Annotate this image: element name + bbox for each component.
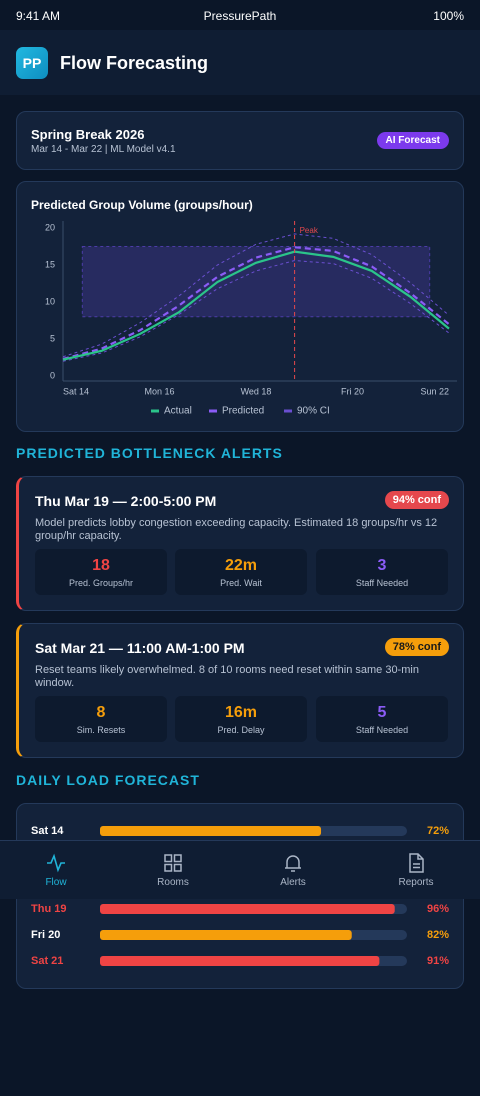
bar <box>100 904 395 914</box>
day-label: Sat 21 <box>31 955 63 967</box>
y-tick-label: 20 <box>45 222 55 232</box>
icon <box>47 853 65 873</box>
event-subtitle: Mar 14 - Mar 22 | ML Model v4.1 <box>31 144 176 155</box>
x-tick-label: Sun 22 <box>420 386 449 396</box>
alert-description: Model predicts lobby congestion exceedin… <box>35 517 438 542</box>
day-label: Thu 19 <box>31 903 66 915</box>
y-tick-label: 10 <box>45 296 55 306</box>
line <box>62 250 450 361</box>
icon <box>285 855 301 872</box>
x-tick-label: Sat 14 <box>63 386 89 396</box>
line <box>62 233 450 358</box>
legend-label: Predicted <box>222 406 264 417</box>
stat: 5 Staff Needed <box>316 696 448 742</box>
stat: 3 Staff Needed <box>316 549 448 595</box>
alert-title: Sat Mar 21 — 11:00 AM-1:00 PM <box>35 640 245 656</box>
nav-label: Rooms <box>157 877 189 888</box>
nav-item[interactable]: Reports <box>356 841 476 899</box>
stat: 22m Pred. Wait <box>175 549 307 595</box>
x-tick-label: Fri 20 <box>341 386 364 396</box>
event-card: Spring Break 2026 Mar 14 - Mar 22 | ML M… <box>16 111 464 170</box>
x-tick-label: Mon 16 <box>144 386 174 396</box>
value-label: 96% <box>427 903 449 915</box>
chart-card: Predicted Group Volume (groups/hour) 0 5 1… <box>16 181 464 432</box>
section-title: DAILY LOAD FORECAST <box>16 772 200 788</box>
ai-badge: AI Forecast <box>376 132 449 149</box>
y-tick-label: 5 <box>50 333 55 343</box>
status-bar: 9:41 AM PressurePath 100% <box>0 0 480 30</box>
page-title: Flow Forecasting <box>60 53 209 73</box>
alert-description: Reset teams likely overwhelmed. 8 of 10 … <box>35 664 419 689</box>
stat: 18 Pred. Groups/hr <box>35 549 167 595</box>
icon <box>409 853 424 873</box>
x-tick-label: Wed 18 <box>241 386 272 396</box>
stat-value: 8 <box>96 704 106 721</box>
value-label: 72% <box>427 825 449 837</box>
peak-label: Peak <box>300 226 319 235</box>
day-label: Fri 20 <box>31 929 60 941</box>
nav-label: Flow <box>45 877 67 888</box>
confidence-badge: 78% conf <box>384 638 449 656</box>
alert-card: Sat Mar 21 — 11:00 AM-1:00 PM 78% conf R… <box>16 623 464 758</box>
stat-label: Staff Needed <box>355 725 409 735</box>
confidence-badge: 94% conf <box>384 491 449 509</box>
bar <box>100 930 352 940</box>
bar <box>100 956 380 966</box>
stat-value: 3 <box>377 557 387 574</box>
legend-label: Actual <box>164 406 192 417</box>
bottom-nav: Flow Rooms Alerts Reports <box>0 840 480 899</box>
nav-item[interactable]: Flow <box>0 841 116 899</box>
section-title: PREDICTED BOTTLENECK ALERTS <box>16 445 283 461</box>
value-label: 82% <box>427 929 449 941</box>
event-title: Spring Break 2026 <box>31 127 145 142</box>
chart: 0 5 10 15 20 Sat 14 Mon 16 Wed 18 Fri 20 Sun 22 Pe… <box>45 221 457 417</box>
load-bars: Sat 14 72% Thu 19 96% Fri 20 82% Sat 21 91% <box>31 825 449 967</box>
highlight-band <box>81 246 431 318</box>
line <box>62 260 450 362</box>
line <box>62 246 450 361</box>
value-label: 91% <box>427 955 449 967</box>
time: 9:41 AM <box>16 9 61 23</box>
nav-label: Alerts <box>280 877 306 888</box>
app-name: PressurePath <box>203 9 277 23</box>
stat-label: Pred. Delay <box>217 725 265 735</box>
chart-title: Predicted Group Volume (groups/hour) <box>31 198 253 212</box>
y-tick-label: 0 <box>50 370 55 380</box>
stat: 8 Sim. Resets <box>35 696 167 742</box>
alert-card: Thu Mar 19 — 2:00-5:00 PM 94% conf Model… <box>16 476 464 611</box>
alert-title: Thu Mar 19 — 2:00-5:00 PM <box>35 493 217 509</box>
stat-value: 22m <box>224 557 258 574</box>
legend-label: 90% CI <box>297 406 330 417</box>
stat: 16m Pred. Delay <box>175 696 307 742</box>
stat-label: Pred. Wait <box>220 578 262 588</box>
battery: 100% <box>433 9 464 23</box>
header: PP Flow Forecasting <box>0 30 480 95</box>
stat-value: 18 <box>92 557 110 574</box>
stat-value: 16m <box>224 704 258 721</box>
stat-value: 5 <box>377 704 387 721</box>
icon <box>164 854 182 872</box>
logo: PP <box>16 47 48 79</box>
bar <box>100 826 322 836</box>
stat-label: Pred. Groups/hr <box>68 578 134 588</box>
stat-label: Staff Needed <box>355 578 409 588</box>
stat-label: Sim. Resets <box>76 725 126 735</box>
nav-item[interactable]: Rooms <box>113 841 233 899</box>
y-tick-label: 15 <box>45 259 55 269</box>
nav-item[interactable]: Alerts <box>233 841 353 899</box>
nav-label: Reports <box>398 877 434 888</box>
day-label: Sat 14 <box>31 825 64 837</box>
